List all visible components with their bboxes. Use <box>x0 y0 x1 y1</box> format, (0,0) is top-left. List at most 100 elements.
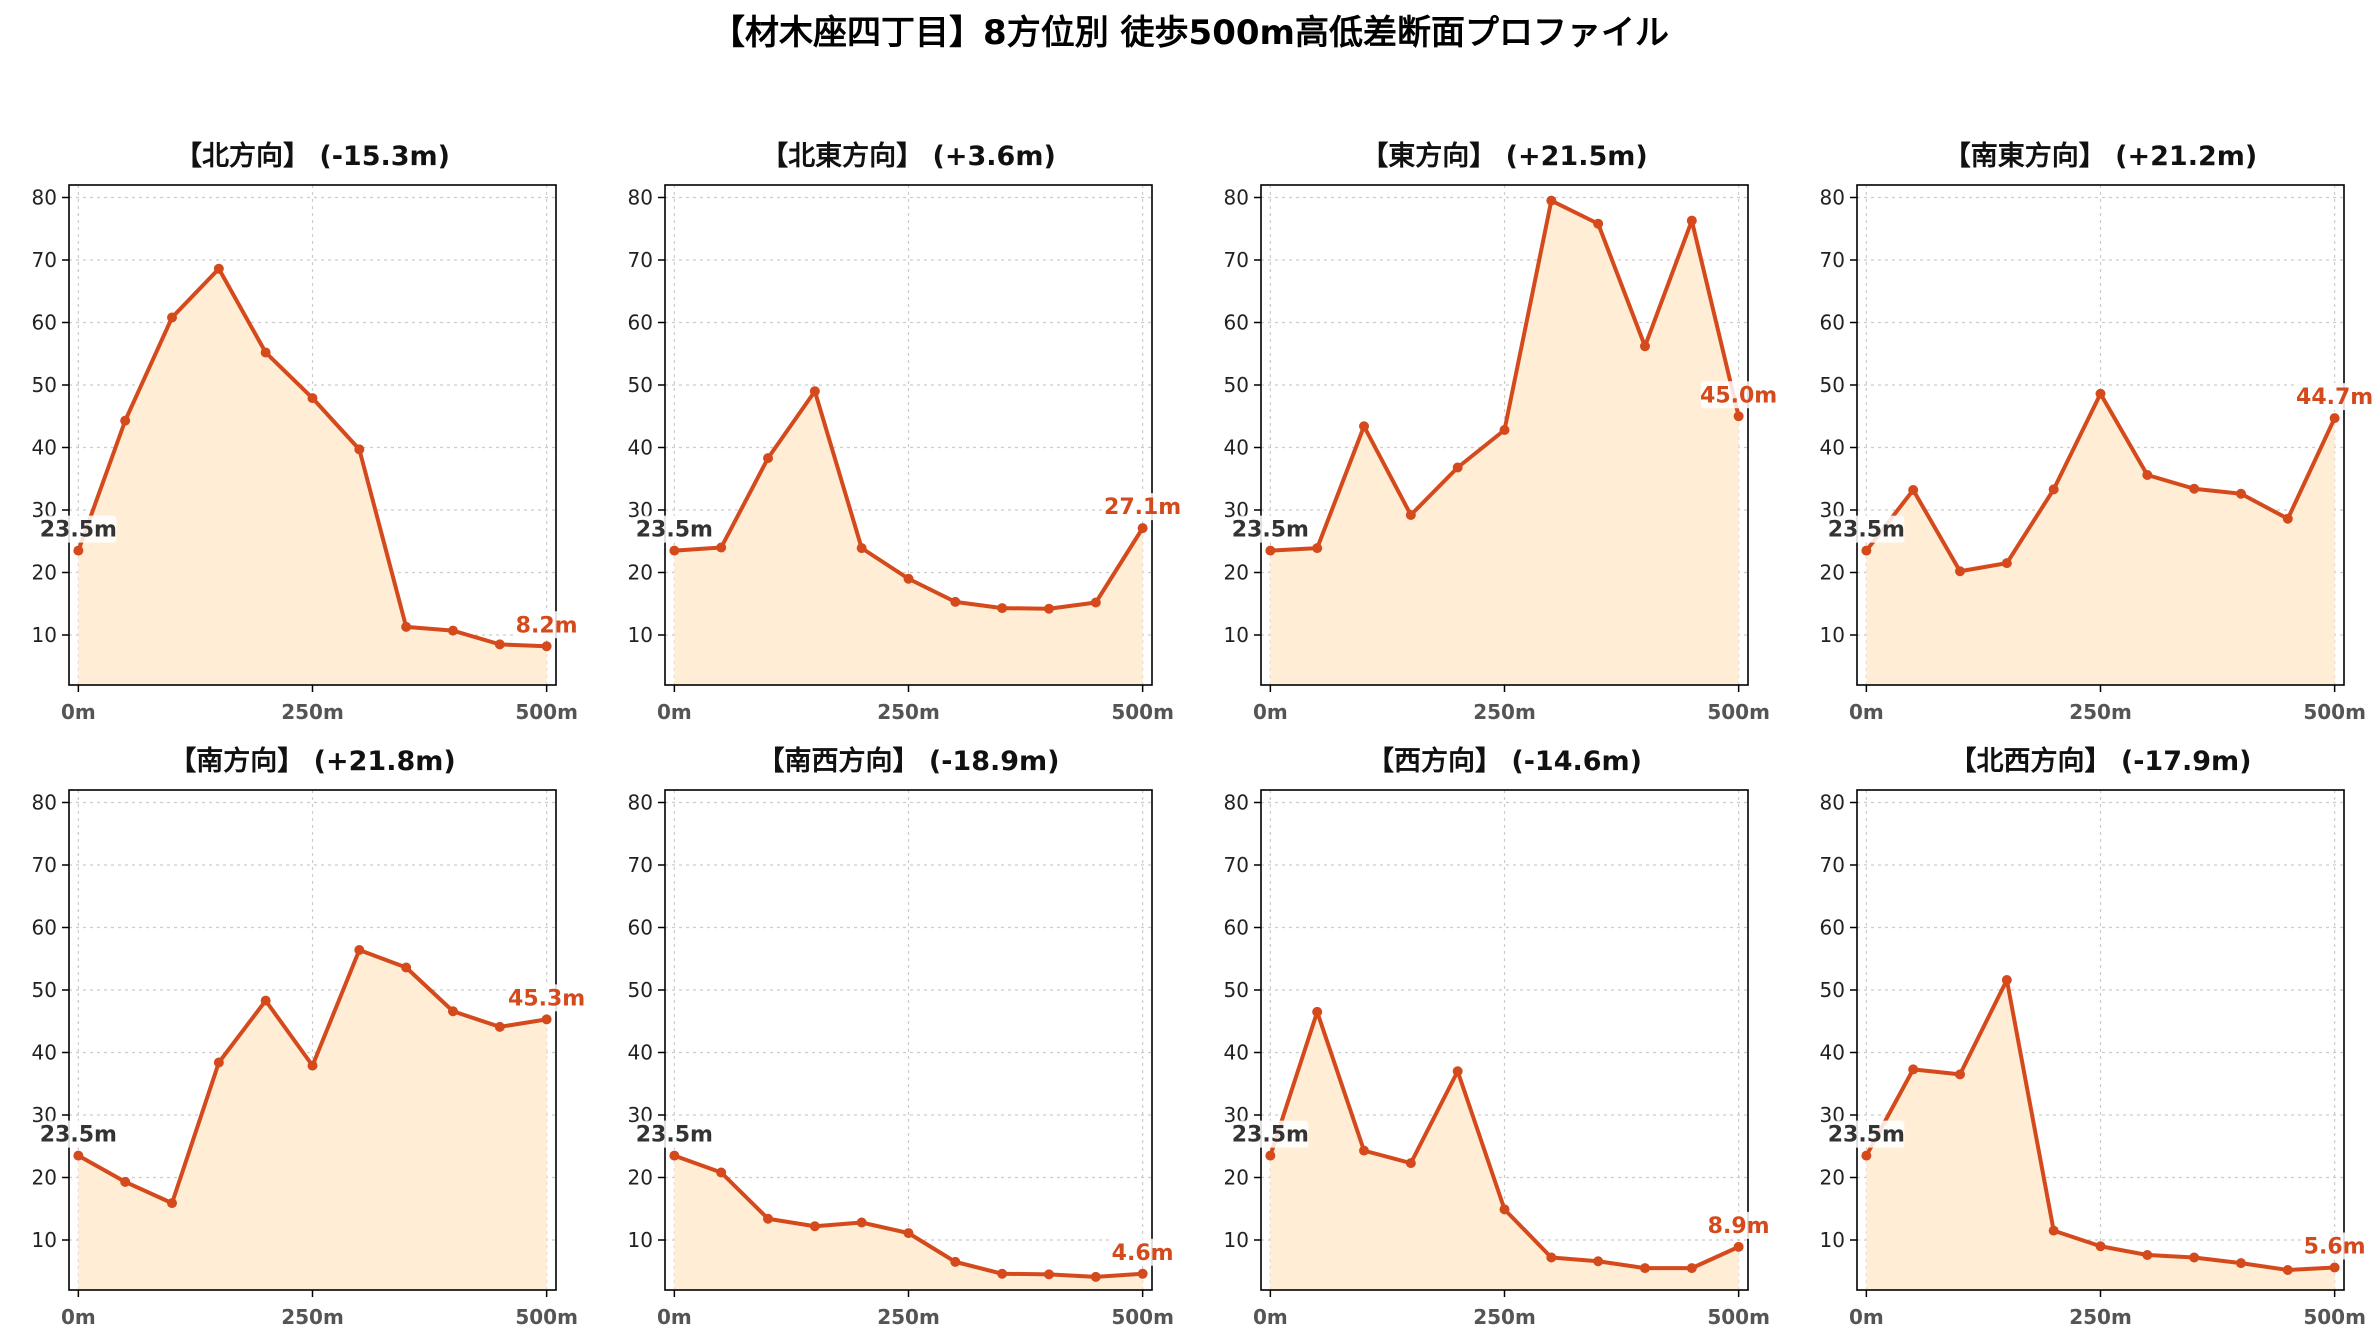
elevation-area <box>674 391 1143 685</box>
data-point <box>73 1150 84 1161</box>
start-label-box <box>40 1120 117 1148</box>
x-tick-label: 500m <box>1111 1305 1174 1329</box>
x-tick-label: 0m <box>1849 700 1884 724</box>
y-tick-label: 60 <box>32 916 57 940</box>
elevation-area <box>78 950 547 1290</box>
y-tick-label: 10 <box>628 623 653 647</box>
data-point <box>167 1198 178 1209</box>
elevation-area <box>78 268 547 685</box>
data-point <box>2095 1241 2106 1252</box>
y-tick-label: 70 <box>32 248 57 272</box>
x-tick-label: 250m <box>2069 1305 2132 1329</box>
x-tick-label: 500m <box>2303 1305 2366 1329</box>
start-elevation-label: 23.5m <box>1828 1123 1905 1148</box>
x-tick-label: 500m <box>1111 700 1174 724</box>
data-point <box>1043 1269 1054 1280</box>
y-tick-label: 10 <box>1224 1228 1249 1252</box>
end-elevation-label: 44.7m <box>2296 385 2373 410</box>
start-label-box <box>1232 515 1309 543</box>
data-point <box>1499 425 1510 435</box>
y-tick-label: 40 <box>32 1041 57 1065</box>
data-point <box>1359 421 1370 432</box>
data-point <box>716 542 727 553</box>
y-tick-label: 70 <box>32 853 57 877</box>
data-point <box>401 962 412 973</box>
y-tick-label: 60 <box>1820 916 1845 940</box>
x-tick-label: 250m <box>877 700 940 724</box>
y-tick-label: 20 <box>32 561 57 585</box>
data-point <box>213 1057 224 1068</box>
data-point <box>260 995 271 1006</box>
start-elevation-label: 23.5m <box>40 1123 117 1148</box>
data-point <box>2189 1252 2200 1263</box>
y-tick-label: 40 <box>1820 436 1845 460</box>
y-tick-label: 80 <box>32 186 57 210</box>
x-tick-label: 250m <box>1473 700 1536 724</box>
data-point <box>2235 1258 2246 1269</box>
subplot-title: 【西方向】 (-14.6m) <box>1367 745 1642 777</box>
x-tick-label: 0m <box>657 1305 692 1329</box>
subplot-title: 【北西方向】 (-17.9m) <box>1949 745 2251 777</box>
y-tick-label: 70 <box>1224 248 1249 272</box>
data-point <box>1405 510 1416 520</box>
end-label-box <box>1104 493 1181 521</box>
start-elevation-label: 23.5m <box>636 1123 713 1148</box>
data-point <box>1137 523 1148 534</box>
x-tick-label: 0m <box>61 1305 96 1329</box>
x-tick-label: 0m <box>1253 1305 1288 1329</box>
data-point <box>1861 545 1872 556</box>
end-elevation-label: 8.2m <box>516 613 578 638</box>
start-elevation-label: 23.5m <box>1232 1123 1309 1148</box>
data-point <box>2329 1262 2340 1273</box>
y-tick-label: 40 <box>628 1041 653 1065</box>
y-tick-label: 20 <box>32 1166 57 1190</box>
data-point <box>809 1221 820 1232</box>
data-point <box>1639 341 1650 352</box>
y-tick-label: 80 <box>1224 186 1249 210</box>
y-tick-label: 80 <box>628 791 653 815</box>
data-point <box>2001 975 2012 985</box>
elevation-area <box>1270 200 1739 685</box>
data-point <box>541 1014 552 1025</box>
y-tick-label: 10 <box>32 623 57 647</box>
y-tick-label: 80 <box>628 186 653 210</box>
y-tick-label: 40 <box>32 436 57 460</box>
data-point <box>73 545 84 556</box>
data-point <box>1686 215 1697 226</box>
x-tick-label: 0m <box>1253 700 1288 724</box>
data-point <box>2329 413 2340 424</box>
data-point <box>669 1150 680 1161</box>
data-point <box>1686 1263 1697 1274</box>
data-point <box>494 1021 505 1032</box>
data-point <box>447 625 458 636</box>
subplot-title: 【南東方向】 (+21.2m) <box>1944 140 2257 172</box>
data-point <box>401 621 412 632</box>
y-tick-label: 80 <box>1224 791 1249 815</box>
data-point <box>2282 513 2293 524</box>
start-label-box <box>636 1120 713 1148</box>
x-tick-label: 500m <box>1707 1305 1770 1329</box>
x-tick-label: 500m <box>2303 700 2366 724</box>
data-point <box>1499 1204 1510 1215</box>
elevation-area <box>1866 980 2335 1290</box>
y-tick-label: 70 <box>1820 853 1845 877</box>
y-tick-label: 20 <box>1820 561 1845 585</box>
data-point <box>260 347 271 358</box>
data-point <box>1546 195 1557 206</box>
elevation-area <box>674 1155 1143 1290</box>
elevation-area <box>1866 393 2335 685</box>
y-tick-label: 50 <box>628 373 653 397</box>
data-point <box>1908 1064 1919 1075</box>
data-point <box>763 453 774 464</box>
x-tick-label: 250m <box>877 1305 940 1329</box>
x-tick-label: 250m <box>2069 700 2132 724</box>
data-point <box>2048 1225 2059 1236</box>
start-label-box <box>1828 1120 1905 1148</box>
elevation-area <box>1270 1011 1739 1290</box>
data-point <box>2095 388 2106 399</box>
data-point <box>856 1217 867 1228</box>
